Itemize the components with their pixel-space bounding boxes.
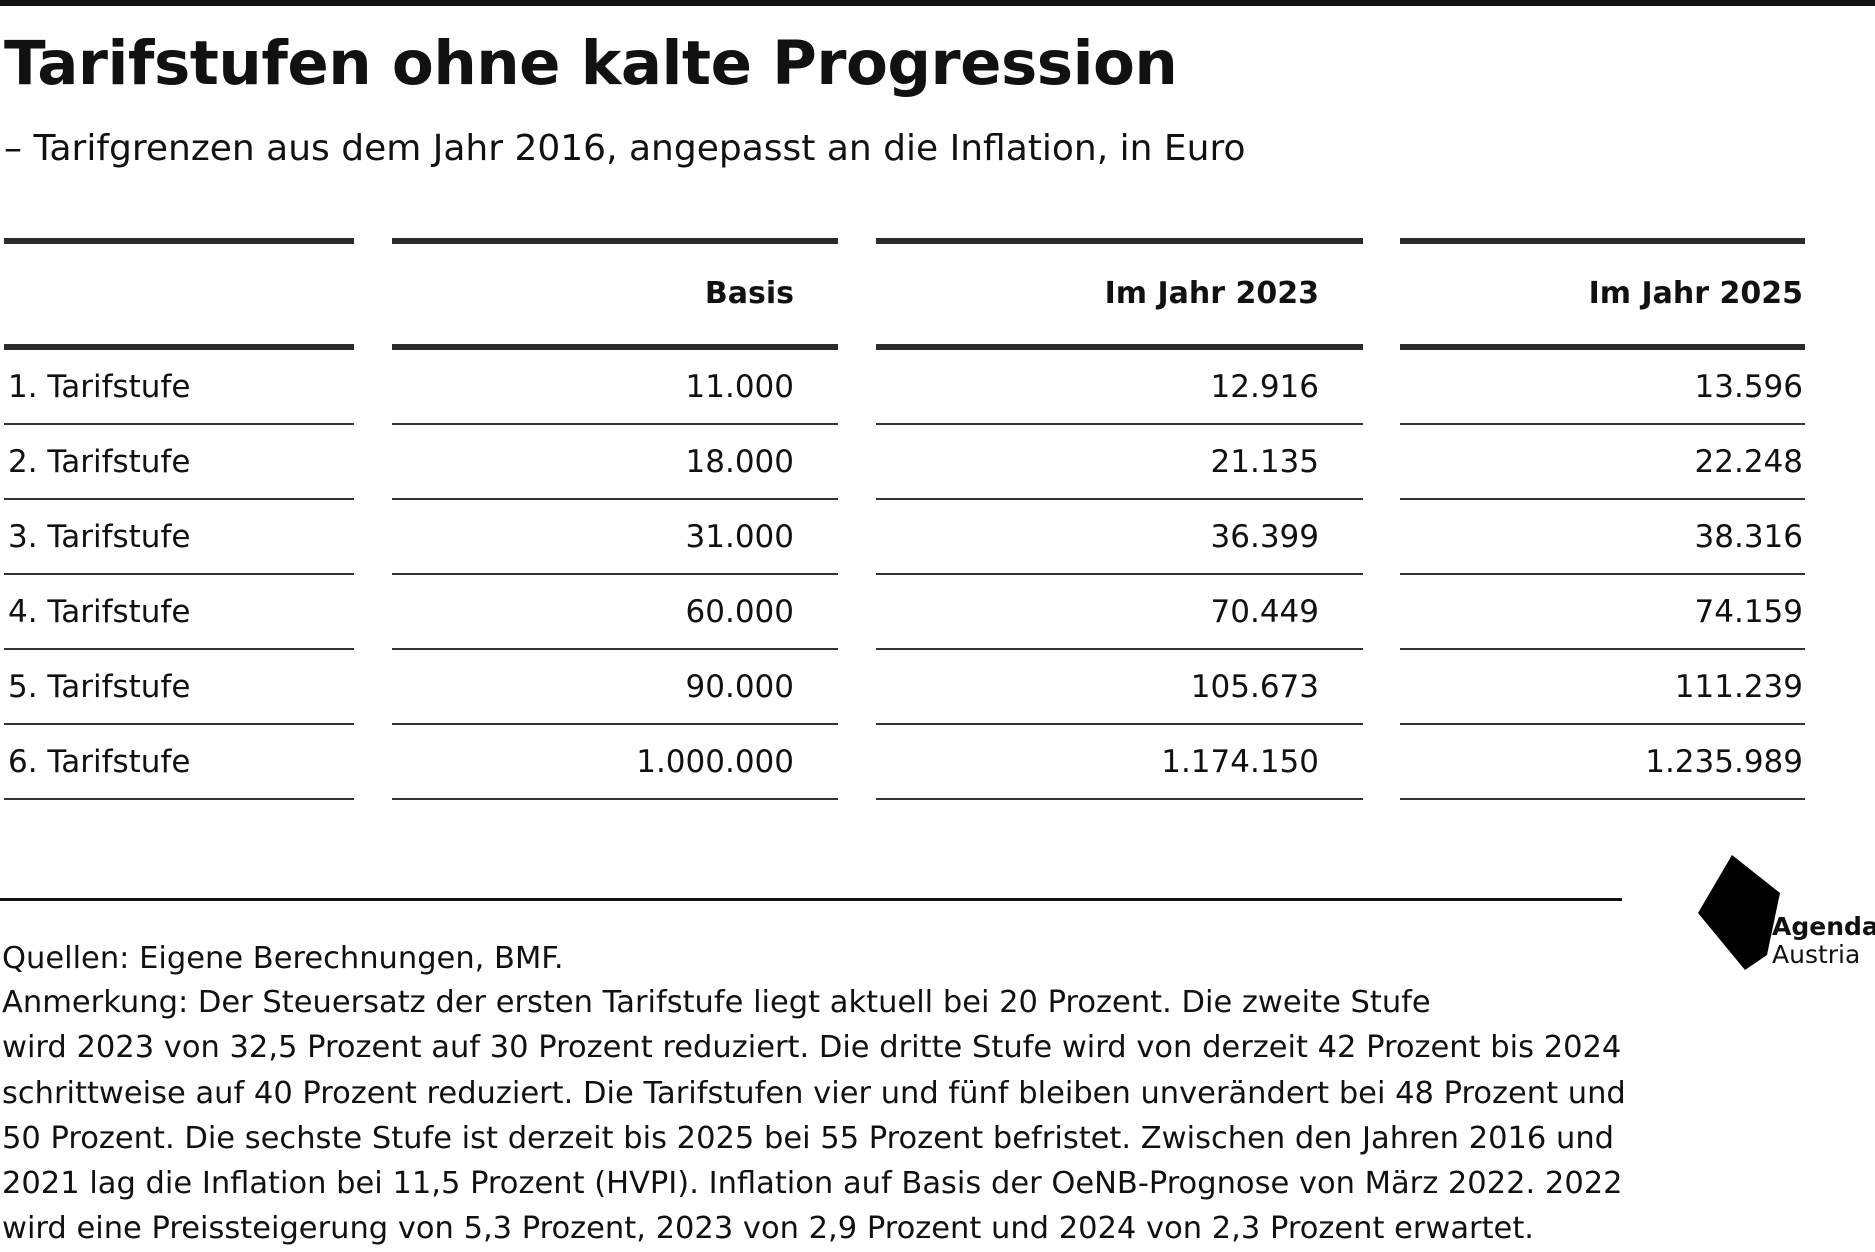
column-header: Im Jahr 2023 xyxy=(1104,276,1319,311)
column-header: Basis xyxy=(704,276,794,311)
row-label: 2. Tarifstufe xyxy=(4,425,354,500)
note-line: wird 2023 von 32,5 Prozent auf 30 Prozen… xyxy=(2,1030,1622,1066)
table-cell: 36.399 xyxy=(876,500,1363,575)
header-top-rule xyxy=(392,238,838,244)
label-column: 1. Tarifstufe 2. Tarifstufe 3. Tarifstufe 4… xyxy=(4,238,354,800)
note-line: Anmerkung: Der Steuersatz der ersten Tar… xyxy=(2,985,1431,1020)
table-cell: 13.596 xyxy=(1400,350,1805,425)
row-label: 4. Tarifstufe xyxy=(4,575,354,650)
row-label: 6. Tarifstufe xyxy=(4,725,354,800)
top-rule xyxy=(0,0,1875,6)
table-cell: 22.248 xyxy=(1400,425,1805,500)
table-cell: 31.000 xyxy=(392,500,838,575)
table-cell: 105.673 xyxy=(876,650,1363,725)
logo-line1: Agenda xyxy=(1772,912,1875,941)
note-text: Anmerkung: Der Steuersatz der ersten Tar… xyxy=(2,980,1626,1252)
column-header xyxy=(4,244,354,344)
table-cell: 21.135 xyxy=(876,425,1363,500)
data-table: 1. Tarifstufe 2. Tarifstufe 3. Tarifstufe 4… xyxy=(4,238,1805,800)
row-label: 1. Tarifstufe xyxy=(4,350,354,425)
header-bottom-rule xyxy=(1400,344,1805,350)
header-bottom-rule xyxy=(392,344,838,350)
chart-subtitle: – Tarifgrenzen aus dem Jahr 2016, angepa… xyxy=(4,128,1246,169)
value-column-3: Im Jahr 2025 13.596 22.248 38.316 74.159 111.… xyxy=(1400,238,1805,800)
table-cell: 1.000.000 xyxy=(392,725,838,800)
header-bottom-rule xyxy=(4,344,354,350)
table-cell: 74.159 xyxy=(1400,575,1805,650)
note-line: 2021 lag die Inflation bei 11,5 Prozent … xyxy=(2,1166,1623,1202)
chart-title: Tarifstufen ohne kalte Progression xyxy=(4,28,1178,99)
table-cell: 1.174.150 xyxy=(876,725,1363,800)
table-cell: 11.000 xyxy=(392,350,838,425)
table-cell: 70.449 xyxy=(876,575,1363,650)
logo-text: Agenda Austria xyxy=(1772,913,1875,969)
logo-line2: Austria xyxy=(1772,940,1861,969)
header-top-rule xyxy=(4,238,354,244)
agenda-austria-logo-icon xyxy=(1698,855,1780,970)
table-cell: 12.916 xyxy=(876,350,1363,425)
table-cell: 90.000 xyxy=(392,650,838,725)
header-top-rule xyxy=(876,238,1363,244)
column-header: Im Jahr 2025 xyxy=(1588,276,1803,311)
table-cell: 111.239 xyxy=(1400,650,1805,725)
row-label: 5. Tarifstufe xyxy=(4,650,354,725)
note-line: wird eine Preissteigerung von 5,3 Prozen… xyxy=(2,1211,1534,1247)
header-top-rule xyxy=(1400,238,1805,244)
table-cell: 38.316 xyxy=(1400,500,1805,575)
value-column-2: Im Jahr 2023 12.916 21.135 36.399 70.449 105.… xyxy=(876,238,1363,800)
table-cell: 60.000 xyxy=(392,575,838,650)
sources-text: Quellen: Eigene Berechnungen, BMF. xyxy=(2,941,564,976)
footer-rule xyxy=(0,898,1622,901)
value-column-1: Basis 11.000 18.000 31.000 60.000 90.000 1.000… xyxy=(392,238,838,800)
table-cell: 18.000 xyxy=(392,425,838,500)
table-cell: 1.235.989 xyxy=(1400,725,1805,800)
note-line: 50 Prozent. Die sechste Stufe ist derzei… xyxy=(2,1120,1615,1156)
note-line: schrittweise auf 40 Prozent reduziert. D… xyxy=(2,1075,1626,1111)
row-label: 3. Tarifstufe xyxy=(4,500,354,575)
header-bottom-rule xyxy=(876,344,1363,350)
